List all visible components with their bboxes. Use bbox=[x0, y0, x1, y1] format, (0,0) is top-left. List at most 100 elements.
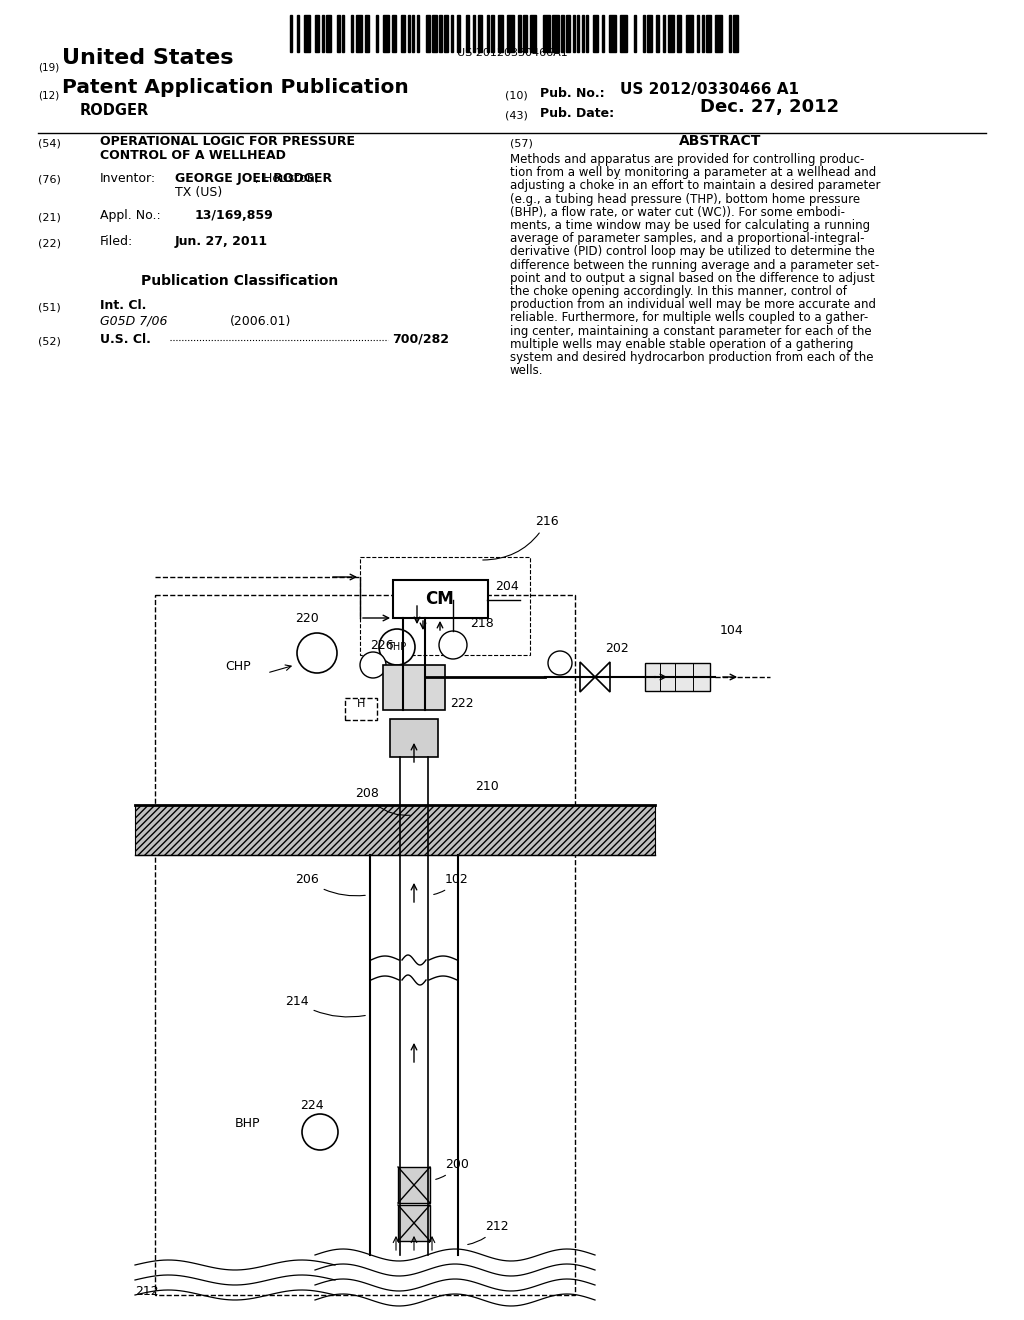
Circle shape bbox=[379, 630, 415, 665]
Bar bbox=[351, 15, 353, 51]
Bar bbox=[398, 1167, 430, 1203]
Text: (12): (12) bbox=[38, 90, 59, 100]
Bar bbox=[322, 15, 324, 51]
Text: Patent Application Publication: Patent Application Publication bbox=[62, 78, 409, 96]
Bar bbox=[645, 663, 710, 690]
Text: (76): (76) bbox=[38, 176, 60, 185]
Text: average of parameter samples, and a proportional-integral-: average of parameter samples, and a prop… bbox=[510, 232, 864, 246]
Bar bbox=[398, 1205, 430, 1241]
Text: (21): (21) bbox=[38, 213, 60, 222]
Bar bbox=[498, 15, 503, 51]
Text: 13/169,859: 13/169,859 bbox=[195, 209, 273, 222]
Text: (51): (51) bbox=[38, 302, 60, 312]
Bar bbox=[582, 15, 584, 51]
Bar bbox=[426, 15, 430, 51]
Text: difference between the running average and a parameter set-: difference between the running average a… bbox=[510, 259, 880, 272]
Text: 204: 204 bbox=[495, 579, 519, 593]
Text: tion from a well by monitoring a parameter at a wellhead and: tion from a well by monitoring a paramet… bbox=[510, 166, 877, 180]
Text: 212: 212 bbox=[135, 1284, 159, 1298]
Bar bbox=[408, 15, 410, 51]
Text: 206: 206 bbox=[295, 873, 366, 896]
Bar bbox=[566, 15, 570, 51]
Bar bbox=[609, 15, 615, 51]
Text: (54): (54) bbox=[38, 139, 60, 148]
Text: ABSTRACT: ABSTRACT bbox=[679, 135, 761, 148]
Text: 210: 210 bbox=[475, 780, 499, 793]
Bar bbox=[365, 15, 369, 51]
Text: 226: 226 bbox=[370, 639, 393, 652]
Bar bbox=[338, 15, 340, 51]
Text: the choke opening accordingly. In this manner, control of: the choke opening accordingly. In this m… bbox=[510, 285, 847, 298]
Text: US 20120330466A1: US 20120330466A1 bbox=[457, 48, 567, 58]
Bar bbox=[383, 665, 445, 710]
Text: multiple wells may enable stable operation of a gathering: multiple wells may enable stable operati… bbox=[510, 338, 853, 351]
Text: Jun. 27, 2011: Jun. 27, 2011 bbox=[175, 235, 268, 248]
Text: BHP: BHP bbox=[234, 1117, 260, 1130]
Text: ments, a time window may be used for calculating a running: ments, a time window may be used for cal… bbox=[510, 219, 870, 232]
Bar bbox=[477, 15, 482, 51]
Bar bbox=[518, 15, 520, 51]
Text: (e.g., a tubing head pressure (THP), bottom home pressure: (e.g., a tubing head pressure (THP), bot… bbox=[510, 193, 860, 206]
Bar bbox=[593, 15, 598, 51]
Text: 222: 222 bbox=[450, 697, 474, 710]
Text: CONTROL OF A WELLHEAD: CONTROL OF A WELLHEAD bbox=[100, 149, 286, 162]
Bar bbox=[135, 805, 655, 855]
Bar bbox=[572, 15, 574, 51]
Text: ing center, maintaining a constant parameter for each of the: ing center, maintaining a constant param… bbox=[510, 325, 871, 338]
Text: 212: 212 bbox=[468, 1220, 509, 1245]
Text: Inventor:: Inventor: bbox=[100, 172, 156, 185]
Bar bbox=[492, 15, 494, 51]
Text: derivative (PID) control loop may be utilized to determine the: derivative (PID) control loop may be uti… bbox=[510, 246, 874, 259]
Text: 220: 220 bbox=[295, 612, 318, 624]
Text: Pub. No.:: Pub. No.: bbox=[540, 87, 604, 100]
Text: (10): (10) bbox=[505, 90, 527, 100]
Bar bbox=[664, 15, 666, 51]
Bar bbox=[327, 15, 331, 51]
Text: (2006.01): (2006.01) bbox=[230, 315, 292, 327]
Text: 200: 200 bbox=[435, 1158, 469, 1179]
Text: , Houston,: , Houston, bbox=[175, 172, 318, 185]
Text: 216: 216 bbox=[482, 515, 559, 560]
Bar bbox=[297, 15, 299, 51]
Text: (52): (52) bbox=[38, 337, 60, 346]
Bar bbox=[529, 15, 537, 51]
Circle shape bbox=[439, 631, 467, 659]
Bar bbox=[561, 15, 563, 51]
Text: GEORGE JOEL RODGER: GEORGE JOEL RODGER bbox=[175, 172, 332, 185]
Bar bbox=[602, 15, 604, 51]
Bar bbox=[383, 15, 389, 51]
Text: Dec. 27, 2012: Dec. 27, 2012 bbox=[700, 98, 839, 116]
Bar bbox=[443, 15, 449, 51]
Bar bbox=[392, 579, 487, 618]
Bar bbox=[677, 15, 681, 51]
Text: 214: 214 bbox=[285, 995, 366, 1016]
Text: (57): (57) bbox=[510, 139, 532, 148]
Bar bbox=[303, 15, 310, 51]
Text: H: H bbox=[356, 700, 366, 709]
Text: RODGER: RODGER bbox=[80, 103, 150, 117]
Bar bbox=[473, 15, 475, 51]
Text: (19): (19) bbox=[38, 62, 59, 73]
Bar bbox=[656, 15, 658, 51]
Text: system and desired hydrocarbon production from each of the: system and desired hydrocarbon productio… bbox=[510, 351, 873, 364]
Bar bbox=[439, 15, 441, 51]
Text: 202: 202 bbox=[605, 642, 629, 655]
Bar bbox=[715, 15, 722, 51]
Bar bbox=[586, 15, 589, 51]
Text: point and to output a signal based on the difference to adjust: point and to output a signal based on th… bbox=[510, 272, 874, 285]
Text: CM: CM bbox=[426, 590, 455, 609]
Bar bbox=[697, 15, 699, 51]
Text: US 2012/0330466 A1: US 2012/0330466 A1 bbox=[620, 82, 799, 96]
Bar bbox=[376, 15, 378, 51]
Bar bbox=[647, 15, 652, 51]
Text: Methods and apparatus are provided for controlling produc-: Methods and apparatus are provided for c… bbox=[510, 153, 864, 166]
Bar bbox=[686, 15, 692, 51]
Text: (22): (22) bbox=[38, 238, 61, 248]
Bar bbox=[544, 15, 550, 51]
Circle shape bbox=[360, 652, 386, 678]
Text: Appl. No.:: Appl. No.: bbox=[100, 209, 161, 222]
Text: 104: 104 bbox=[720, 624, 743, 638]
Bar bbox=[668, 15, 675, 51]
Circle shape bbox=[302, 1114, 338, 1150]
Text: (43): (43) bbox=[505, 110, 528, 120]
